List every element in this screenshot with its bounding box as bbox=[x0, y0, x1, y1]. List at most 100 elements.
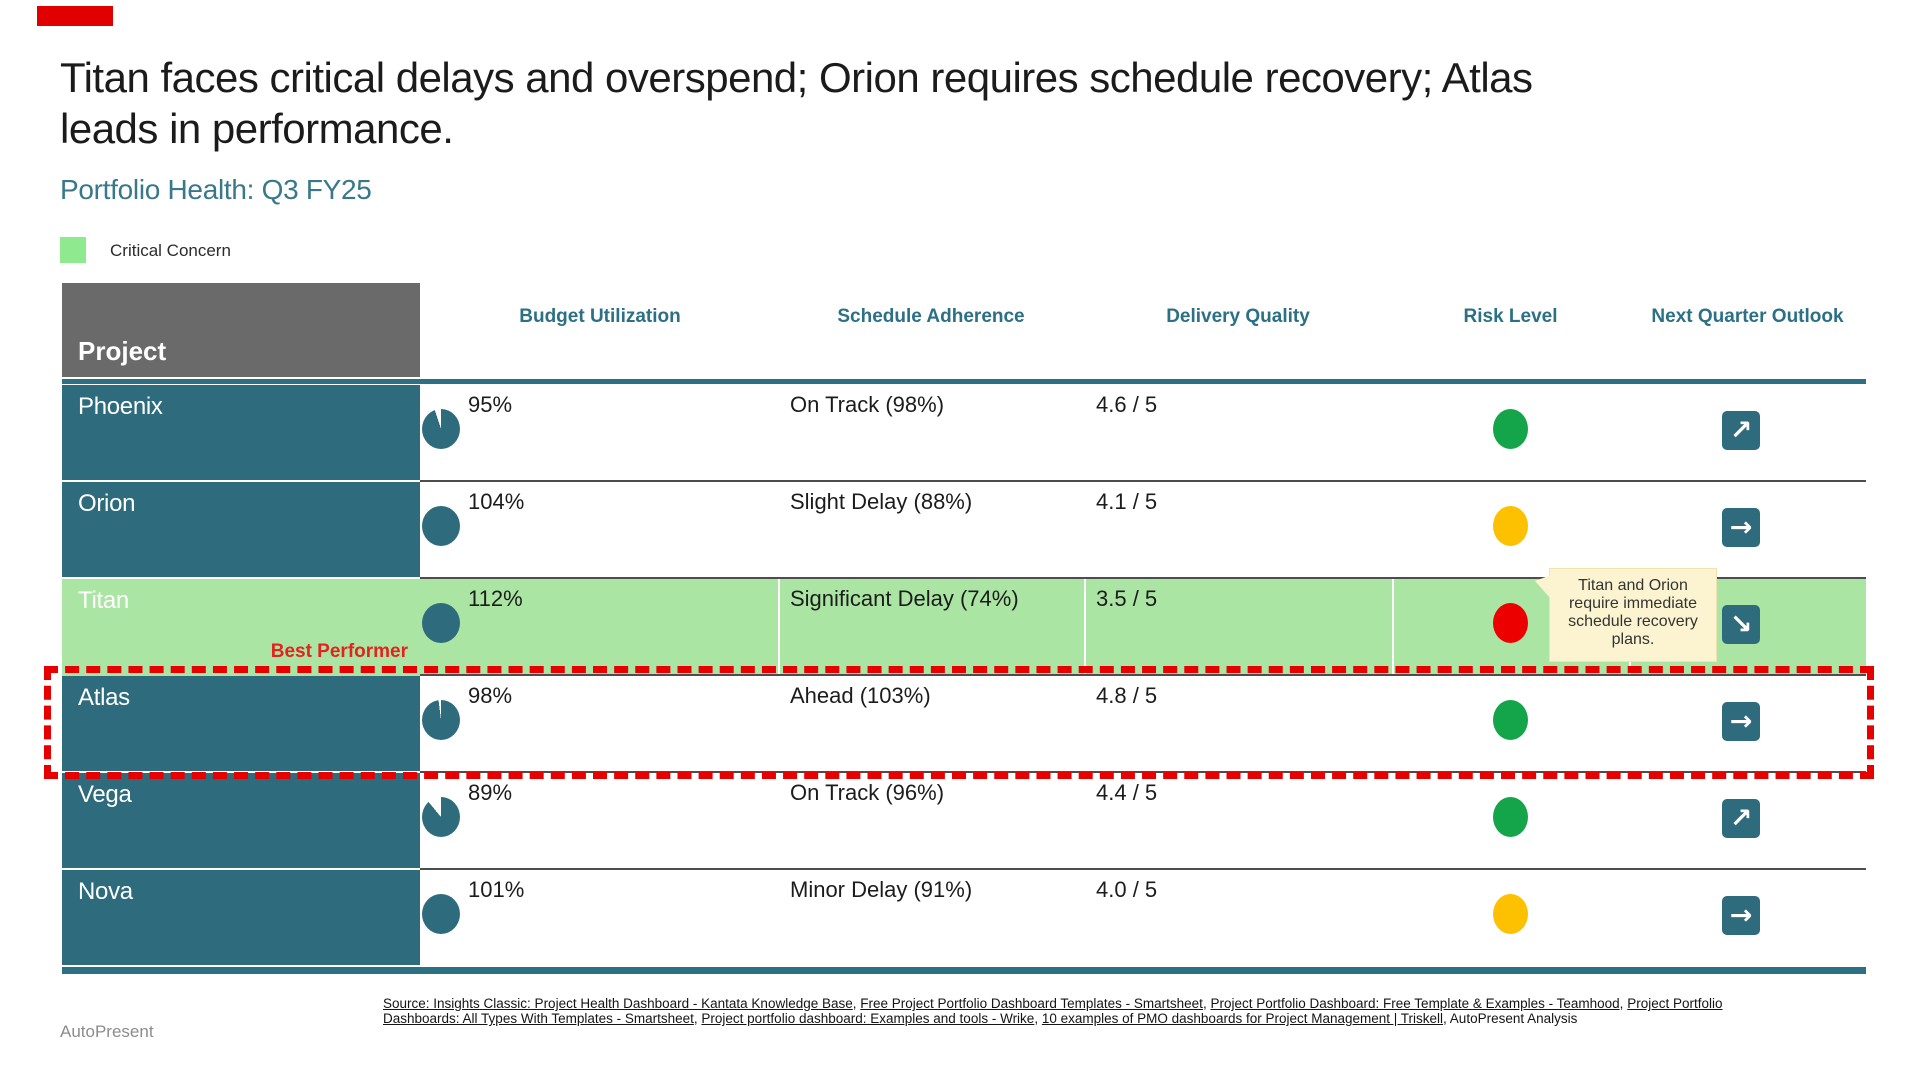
project-name: Nova bbox=[78, 878, 133, 905]
quality-value: 4.0 / 5 bbox=[1096, 877, 1158, 902]
quality-value: 4.4 / 5 bbox=[1096, 780, 1158, 805]
schedule-value: On Track (98%) bbox=[790, 392, 945, 417]
source-separator: , bbox=[1619, 996, 1628, 1011]
arrow-glyph: → bbox=[1729, 512, 1753, 543]
portfolio-health-table: Project Budget Utilization Schedule Adhe… bbox=[62, 283, 1866, 975]
source-separator: , bbox=[1202, 996, 1211, 1011]
arrow-glyph: → bbox=[1729, 706, 1753, 737]
budget-value: 101% bbox=[468, 877, 525, 902]
outlook-arrow-icon: → bbox=[1722, 896, 1760, 935]
project-cell: Vega bbox=[62, 773, 420, 868]
project-name: Titan bbox=[78, 587, 129, 614]
schedule-value: Minor Delay (91%) bbox=[790, 877, 973, 902]
budget-pie-icon bbox=[422, 603, 460, 643]
budget-pie-icon bbox=[422, 700, 460, 740]
legend-critical-concern-swatch bbox=[60, 237, 86, 263]
project-cell: Orion bbox=[62, 482, 420, 577]
column-gridline bbox=[1392, 579, 1394, 674]
table-row: Phoenix 95% On Track (98%) 4.6 / 5 ↗ bbox=[62, 385, 1866, 482]
column-gridline bbox=[778, 579, 780, 674]
budget-pie-icon bbox=[422, 409, 460, 449]
table-bottom-rule bbox=[62, 967, 1866, 974]
row-divider bbox=[420, 868, 1866, 870]
column-header-next-quarter-outlook: Next Quarter Outlook bbox=[1651, 306, 1844, 327]
risk-dot bbox=[1493, 409, 1528, 449]
budget-value: 104% bbox=[468, 489, 525, 514]
budget-value: 98% bbox=[468, 683, 513, 708]
project-cell: Nova bbox=[62, 870, 420, 965]
project-cell: Atlas bbox=[62, 676, 420, 771]
callout-text: Titan and Orion require immediate schedu… bbox=[1568, 577, 1698, 648]
quality-value: 4.8 / 5 bbox=[1096, 683, 1158, 708]
best-performer-label: Best Performer bbox=[270, 641, 408, 662]
subtitle: Portfolio Health: Q3 FY25 bbox=[60, 174, 372, 205]
outlook-arrow-icon: → bbox=[1722, 702, 1760, 741]
schedule-value: Significant Delay (74%) bbox=[790, 586, 1019, 611]
outlook-arrow-icon: → bbox=[1722, 508, 1760, 547]
column-header-schedule-adherence: Schedule Adherence bbox=[837, 306, 1025, 327]
column-header-delivery-quality: Delivery Quality bbox=[1166, 306, 1310, 327]
table-row: Atlas 98% Ahead (103%) 4.8 / 5 → bbox=[62, 676, 1866, 773]
brand-accent-bar bbox=[37, 6, 113, 26]
outlook-arrow-icon: ↗ bbox=[1722, 411, 1760, 450]
budget-pie-icon bbox=[422, 797, 460, 837]
arrow-glyph: → bbox=[1729, 900, 1753, 931]
budget-value: 89% bbox=[468, 780, 513, 805]
schedule-value: Slight Delay (88%) bbox=[790, 489, 973, 514]
table-row: Vega 89% On Track (96%) 4.4 / 5 ↗ bbox=[62, 773, 1866, 870]
project-name: Vega bbox=[78, 781, 132, 808]
risk-dot bbox=[1493, 506, 1528, 546]
risk-dot bbox=[1493, 894, 1528, 934]
callout-tail bbox=[1535, 575, 1551, 599]
best-performer-dashed-outline bbox=[44, 666, 1874, 779]
project-column-header: Project bbox=[78, 336, 167, 366]
budget-value: 95% bbox=[468, 392, 513, 417]
quality-value: 3.5 / 5 bbox=[1096, 586, 1158, 611]
schedule-value: Ahead (103%) bbox=[790, 683, 931, 708]
project-cell: Titan bbox=[62, 579, 420, 674]
project-cell: Phoenix bbox=[62, 385, 420, 480]
project-name: Phoenix bbox=[78, 393, 163, 420]
source-link[interactable]: Source: Insights Classic: Project Health… bbox=[383, 996, 853, 1011]
project-column-header-cell: Project bbox=[62, 283, 420, 377]
outlook-arrow-icon: ↘ bbox=[1722, 605, 1760, 644]
column-gridline bbox=[1084, 579, 1086, 674]
row-divider bbox=[420, 577, 1866, 579]
arrow-glyph: ↗ bbox=[1729, 415, 1753, 446]
budget-pie-icon bbox=[422, 894, 460, 934]
arrow-glyph: ↗ bbox=[1729, 803, 1753, 834]
legend-critical-concern-label: Critical Concern bbox=[110, 241, 231, 260]
title-line-2: leads in performance. bbox=[60, 105, 454, 152]
risk-dot bbox=[1493, 797, 1528, 837]
source-link[interactable]: 10 examples of PMO dashboards for Projec… bbox=[1041, 1011, 1444, 1026]
project-name: Orion bbox=[78, 490, 136, 517]
schedule-value: On Track (96%) bbox=[790, 780, 945, 805]
quality-value: 4.6 / 5 bbox=[1096, 392, 1158, 417]
quality-value: 4.1 / 5 bbox=[1096, 489, 1158, 514]
column-header-budget-utilization: Budget Utilization bbox=[519, 306, 681, 327]
table-row: Nova 101% Minor Delay (91%) 4.0 / 5 → bbox=[62, 870, 1866, 967]
budget-pie-icon bbox=[422, 506, 460, 546]
source-separator: , bbox=[1034, 1011, 1042, 1026]
callout-bubble: Titan and Orion require immediate schedu… bbox=[1535, 568, 1717, 662]
source-citations: Source: Insights Classic: Project Health… bbox=[383, 996, 1728, 1026]
source-link[interactable]: Project Portfolio Dashboard: Free Templa… bbox=[1210, 996, 1620, 1011]
risk-dot bbox=[1493, 603, 1528, 643]
title-line-1: Titan faces critical delays and overspen… bbox=[60, 54, 1533, 101]
outlook-arrow-icon: ↗ bbox=[1722, 799, 1760, 838]
source-link[interactable]: Project portfolio dashboard: Examples an… bbox=[701, 1011, 1035, 1026]
project-name: Atlas bbox=[78, 684, 130, 711]
row-divider bbox=[420, 674, 1866, 676]
source-link[interactable]: Project Portfolio Dashboards: All Types … bbox=[383, 996, 1723, 1026]
column-header-risk-level: Risk Level bbox=[1463, 306, 1558, 327]
budget-value: 112% bbox=[468, 586, 523, 611]
arrow-glyph: ↘ bbox=[1729, 609, 1753, 640]
brand-watermark: AutoPresent bbox=[60, 1022, 154, 1041]
row-divider bbox=[420, 480, 1866, 482]
page-title: Titan faces critical delays and overspen… bbox=[60, 52, 1800, 154]
source-link[interactable]: Free Project Portfolio Dashboard Templat… bbox=[860, 996, 1203, 1011]
source-separator: , bbox=[693, 1011, 702, 1026]
table-row: Orion 104% Slight Delay (88%) 4.1 / 5 → bbox=[62, 482, 1866, 579]
header-divider-rule bbox=[62, 379, 1866, 384]
risk-dot bbox=[1493, 700, 1528, 740]
